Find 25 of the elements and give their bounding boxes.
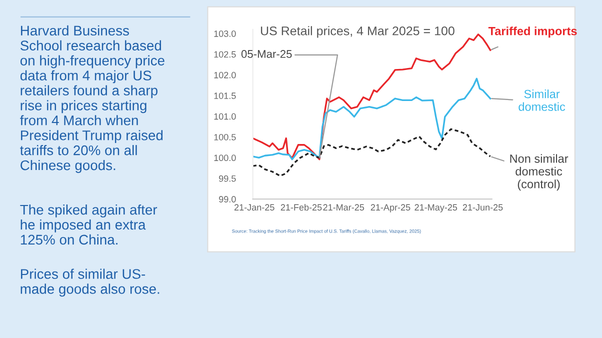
- series-label: Non similar domestic (control): [510, 154, 568, 191]
- text: Harvard Business School research based on high-frequency price data from 4 major US retailers found a sharp rise in prices starting from 4 March when President Trump raised tariffs to 20% on all Chinese goods.: [20, 25, 164, 173]
- y-tick-label: 102.0: [214, 72, 236, 78]
- y-tick-label: 103.0: [214, 30, 236, 37]
- x-tick-label: 21-Apr-25: [370, 204, 410, 212]
- x-tick-label: 21-Jun-25: [462, 204, 503, 211]
- y-tick-label: 102.5: [214, 51, 236, 58]
- y-tick-label: 99.5: [219, 175, 236, 182]
- y-tick-label: 99.0: [219, 196, 236, 202]
- x-tick-label: 21-Mar-25: [323, 204, 364, 211]
- chart-title: US Retail prices, 4 Mar 2025 = 100: [260, 26, 454, 38]
- x-tick-label: 21-May-25: [414, 204, 458, 212]
- y-tick-label: 101.0: [214, 113, 236, 120]
- line-series: [252, 78, 492, 160]
- series-label: Tariffed imports: [488, 26, 577, 38]
- line-series: [252, 128, 492, 177]
- x-tick-label: 21-Jan-25: [234, 204, 274, 211]
- text: Similar domestic: [518, 90, 566, 111]
- text: The spiked again after he imposed an extra 125% on China.: [20, 204, 158, 245]
- y-tick-label: 100.0: [214, 154, 236, 162]
- y-tick-label: 101.5: [214, 92, 236, 99]
- x-tick-label: 21-Feb-25: [280, 204, 322, 211]
- y-tick-label: 100.5: [214, 134, 236, 140]
- annotation: 05-Mar-25: [241, 50, 292, 58]
- text: Prices of similar US- made goods also rose.: [20, 268, 160, 297]
